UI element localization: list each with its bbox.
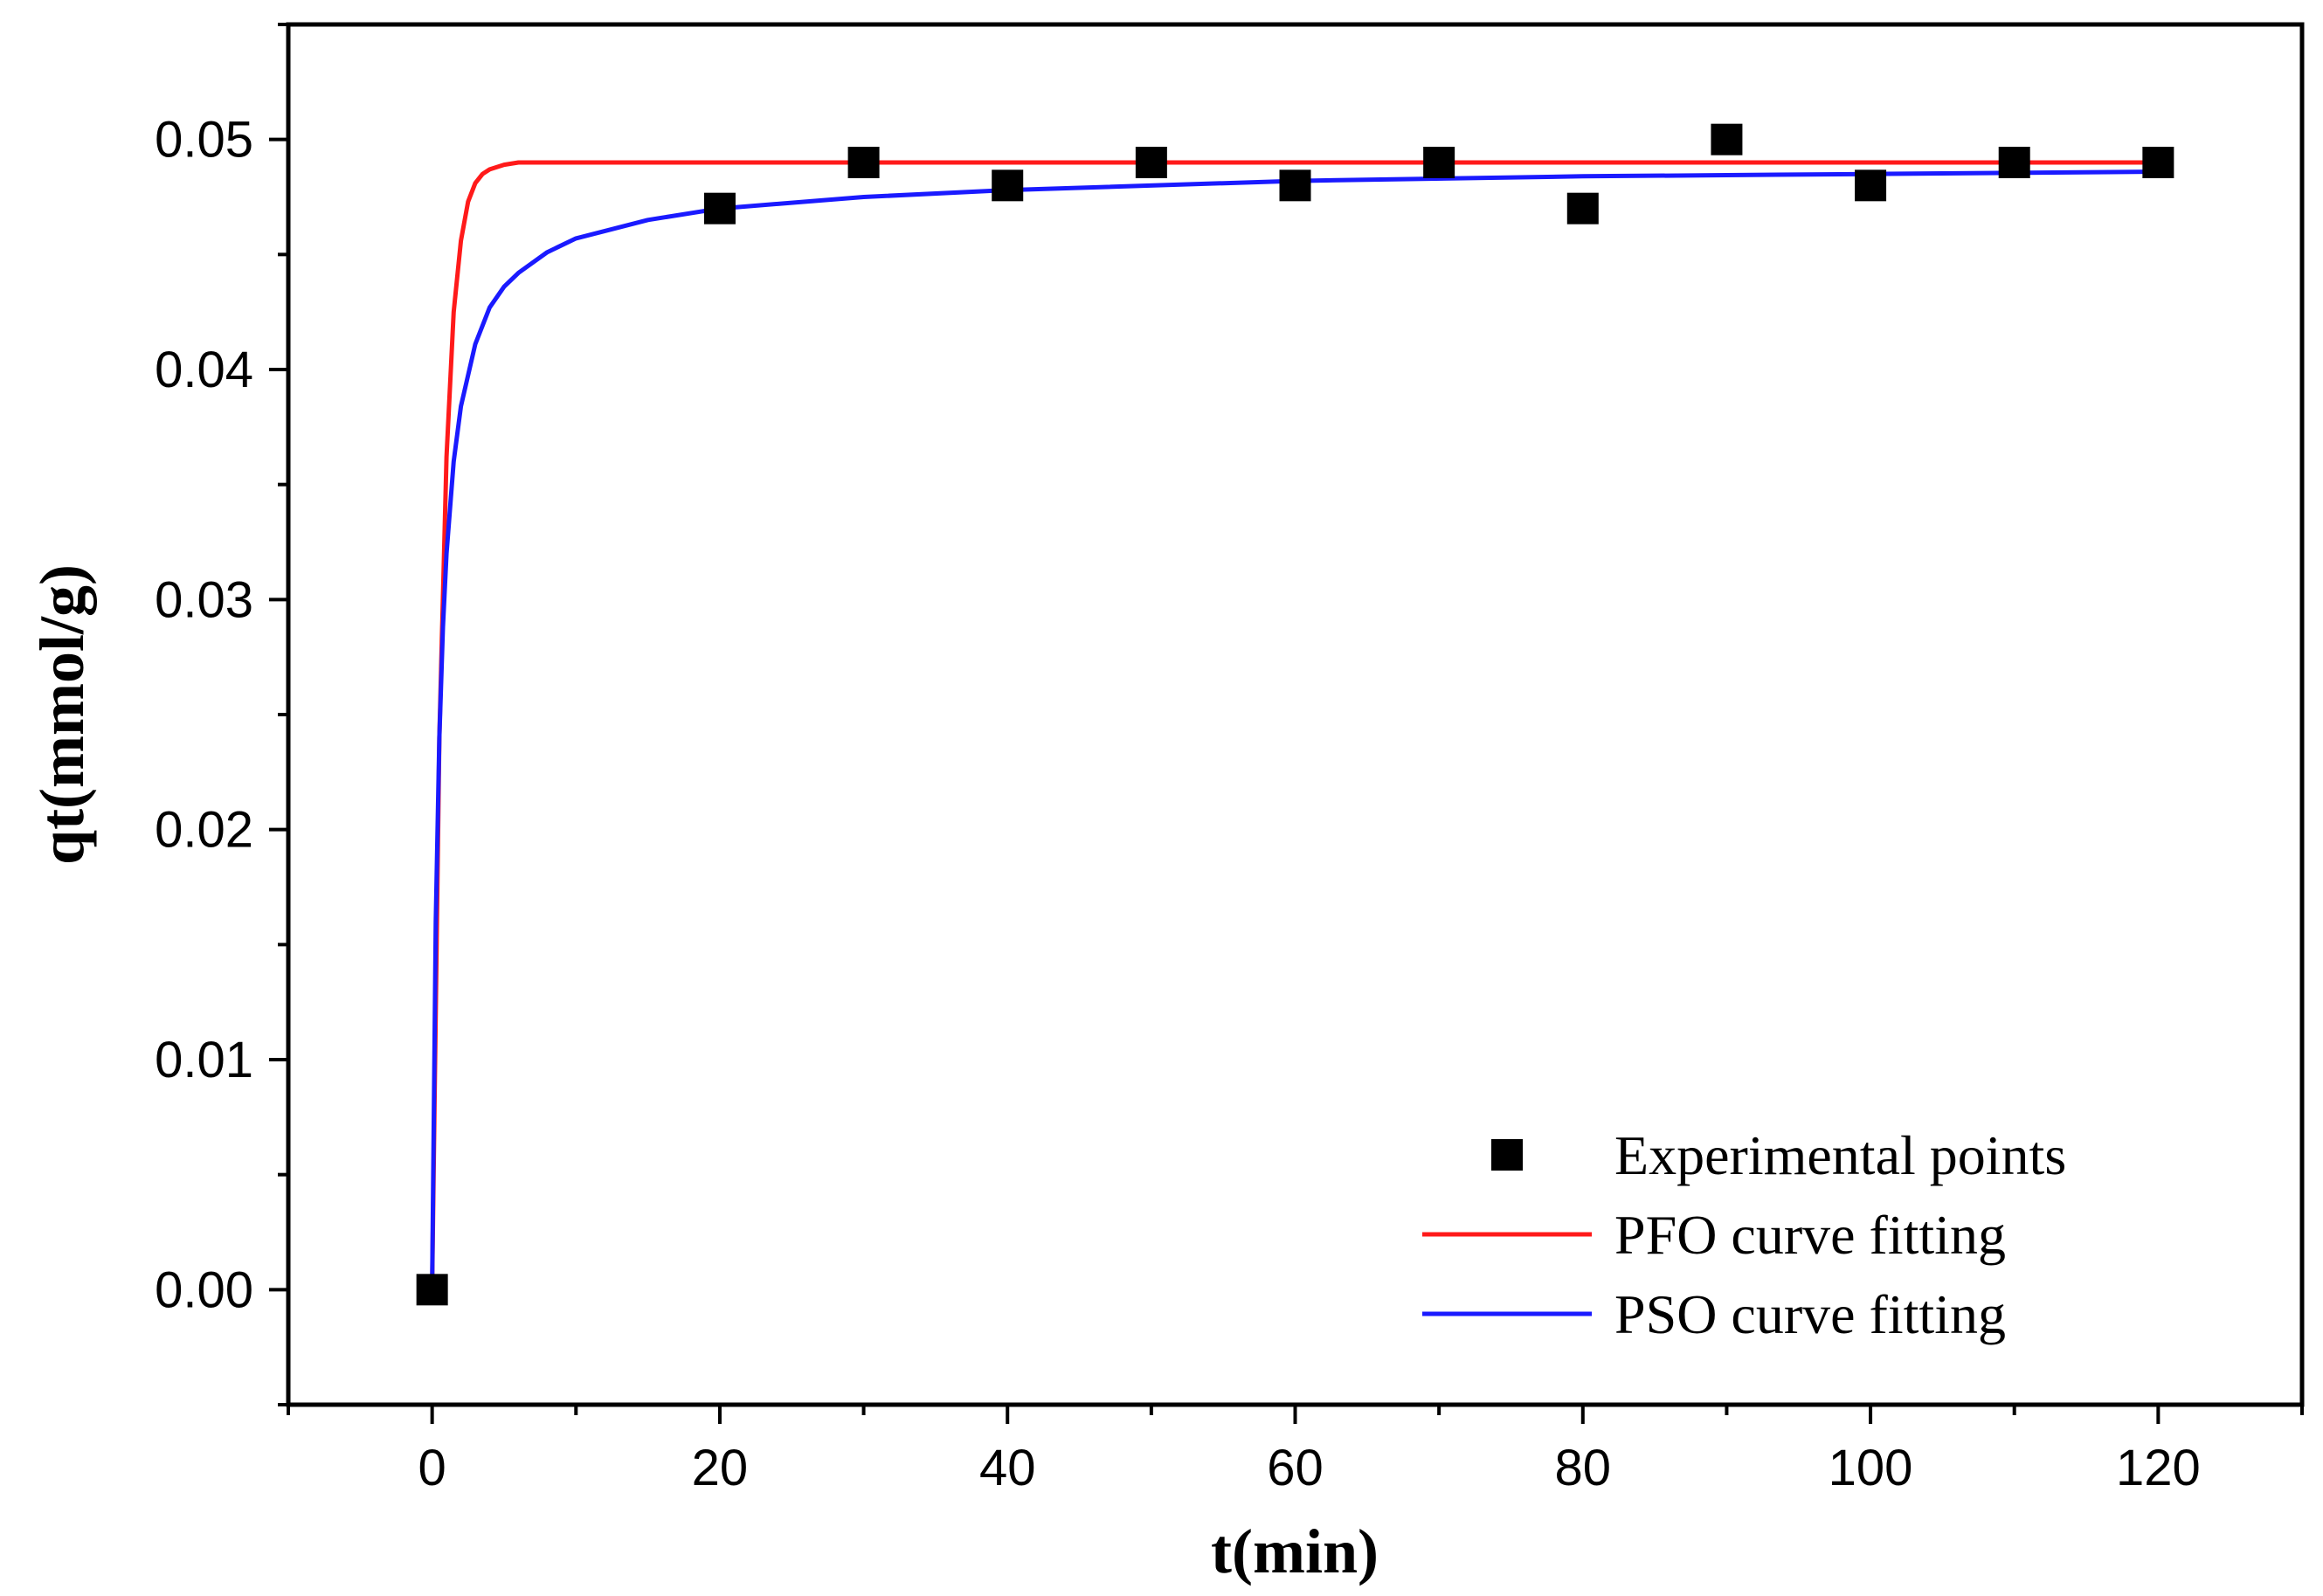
legend-experimental-points-label: Experimental points [1614,1124,2066,1186]
data-point [703,192,736,225]
data-point [1566,192,1599,225]
data-point [1711,123,1743,155]
x-axis-title: t(min) [1211,1517,1379,1586]
data-points [416,123,2174,1306]
data-point [1135,147,1167,178]
y-tick-label: 0.04 [155,342,253,398]
x-tick-label: 120 [2116,1440,2201,1496]
legend-pso-curve-fitting-label: PSO curve fitting [1614,1283,2006,1345]
plot-frame [286,22,2305,1407]
y-tick-label: 0.03 [155,571,253,628]
data-point [416,1274,448,1306]
data-point [2142,147,2174,178]
y-tick-label: 0.01 [155,1032,253,1088]
y-tick-label: 0.00 [155,1261,253,1318]
data-point [1998,147,2030,178]
data-point [1279,169,1311,202]
pfo-curve-fitting-line [430,160,2159,1290]
y-tick-label: 0.05 [155,112,253,169]
data-point [847,147,880,178]
x-tick-label: 40 [979,1440,1036,1496]
data-point [1423,147,1455,178]
x-tick-label: 60 [1267,1440,1324,1496]
x-tick-label: 20 [692,1440,749,1496]
data-point [992,169,1024,202]
y-axis-ticks: 0.00 0.01 0.02 0.03 0.04 0.05 [155,23,288,1406]
legend-experimental-points-swatch [1491,1139,1523,1171]
series-lines [430,160,2159,1290]
x-tick-label: 100 [1829,1440,1913,1496]
x-tick-label: 80 [1555,1440,1612,1496]
y-axis-title: qt(mmol/g) [27,564,97,865]
legend: Experimental points PFO curve fitting PSO … [1422,1124,2066,1345]
x-axis-ticks: 0 20 40 60 80 100 120 [287,1405,2304,1496]
pso-curve-fitting-line [430,169,2159,1290]
x-tick-label: 0 [418,1440,446,1496]
y-tick-label: 0.02 [155,802,253,859]
data-point [1855,169,1887,202]
legend-pfo-curve-fitting-label: PFO curve fitting [1614,1204,2006,1266]
